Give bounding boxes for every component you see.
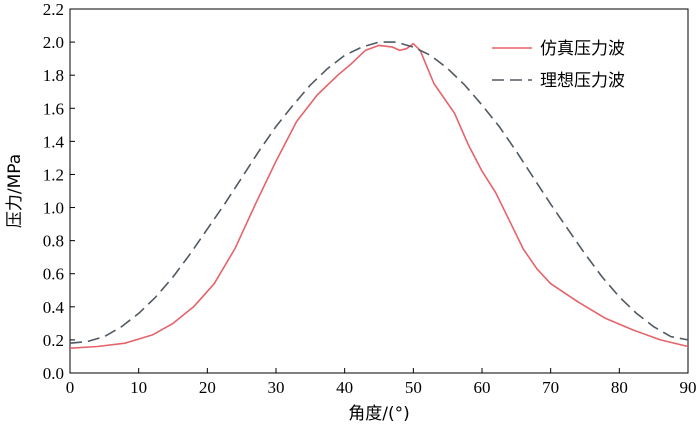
plot-frame [69,8,689,374]
x-tick-label: 50 [405,378,422,397]
x-tick-label: 90 [680,378,697,397]
series-layer [69,41,689,349]
x-tick-label: 20 [199,378,216,397]
x-tick-label: 60 [474,378,491,397]
x-tick-label: 10 [130,378,147,397]
legend-label-1: 仿真压力波 [540,39,625,59]
y-tick-label: 1.8 [43,66,64,85]
y-tick-label: 0.2 [43,331,64,350]
y-tick-label: 2.0 [43,33,64,52]
x-tick-label: 40 [336,378,353,397]
x-tick-label: 80 [611,378,628,397]
y-tick-label: 1.2 [43,165,64,184]
plot-border [69,8,689,374]
y-tick-label: 1.6 [43,99,64,118]
y-tick-label: 0.0 [43,364,64,383]
x-axis-title: 角度/(°) [348,404,410,424]
y-tick-label: 0.4 [43,298,65,317]
y-tick-label: 0.8 [43,232,64,251]
series-line-2 [69,41,689,344]
y-tick-label: 1.4 [43,132,65,151]
y-axis-title: 压力/MPa [5,154,25,228]
series-line-1 [69,42,689,349]
legend-label-2: 理想压力波 [540,71,625,91]
x-tick-label: 0 [66,378,75,397]
x-tick-label: 30 [268,378,285,397]
y-tick-label: 0.6 [43,265,64,284]
y-tick-label: 2.2 [43,0,64,19]
x-tick-label: 70 [542,378,559,397]
ticks-layer: 0 10 20 30 40 50 60 70 80 90 0.0 0.2 0.4 0.6 0.8 1.0 1.2… [43,0,697,397]
y-tick-label: 1.0 [43,199,64,218]
